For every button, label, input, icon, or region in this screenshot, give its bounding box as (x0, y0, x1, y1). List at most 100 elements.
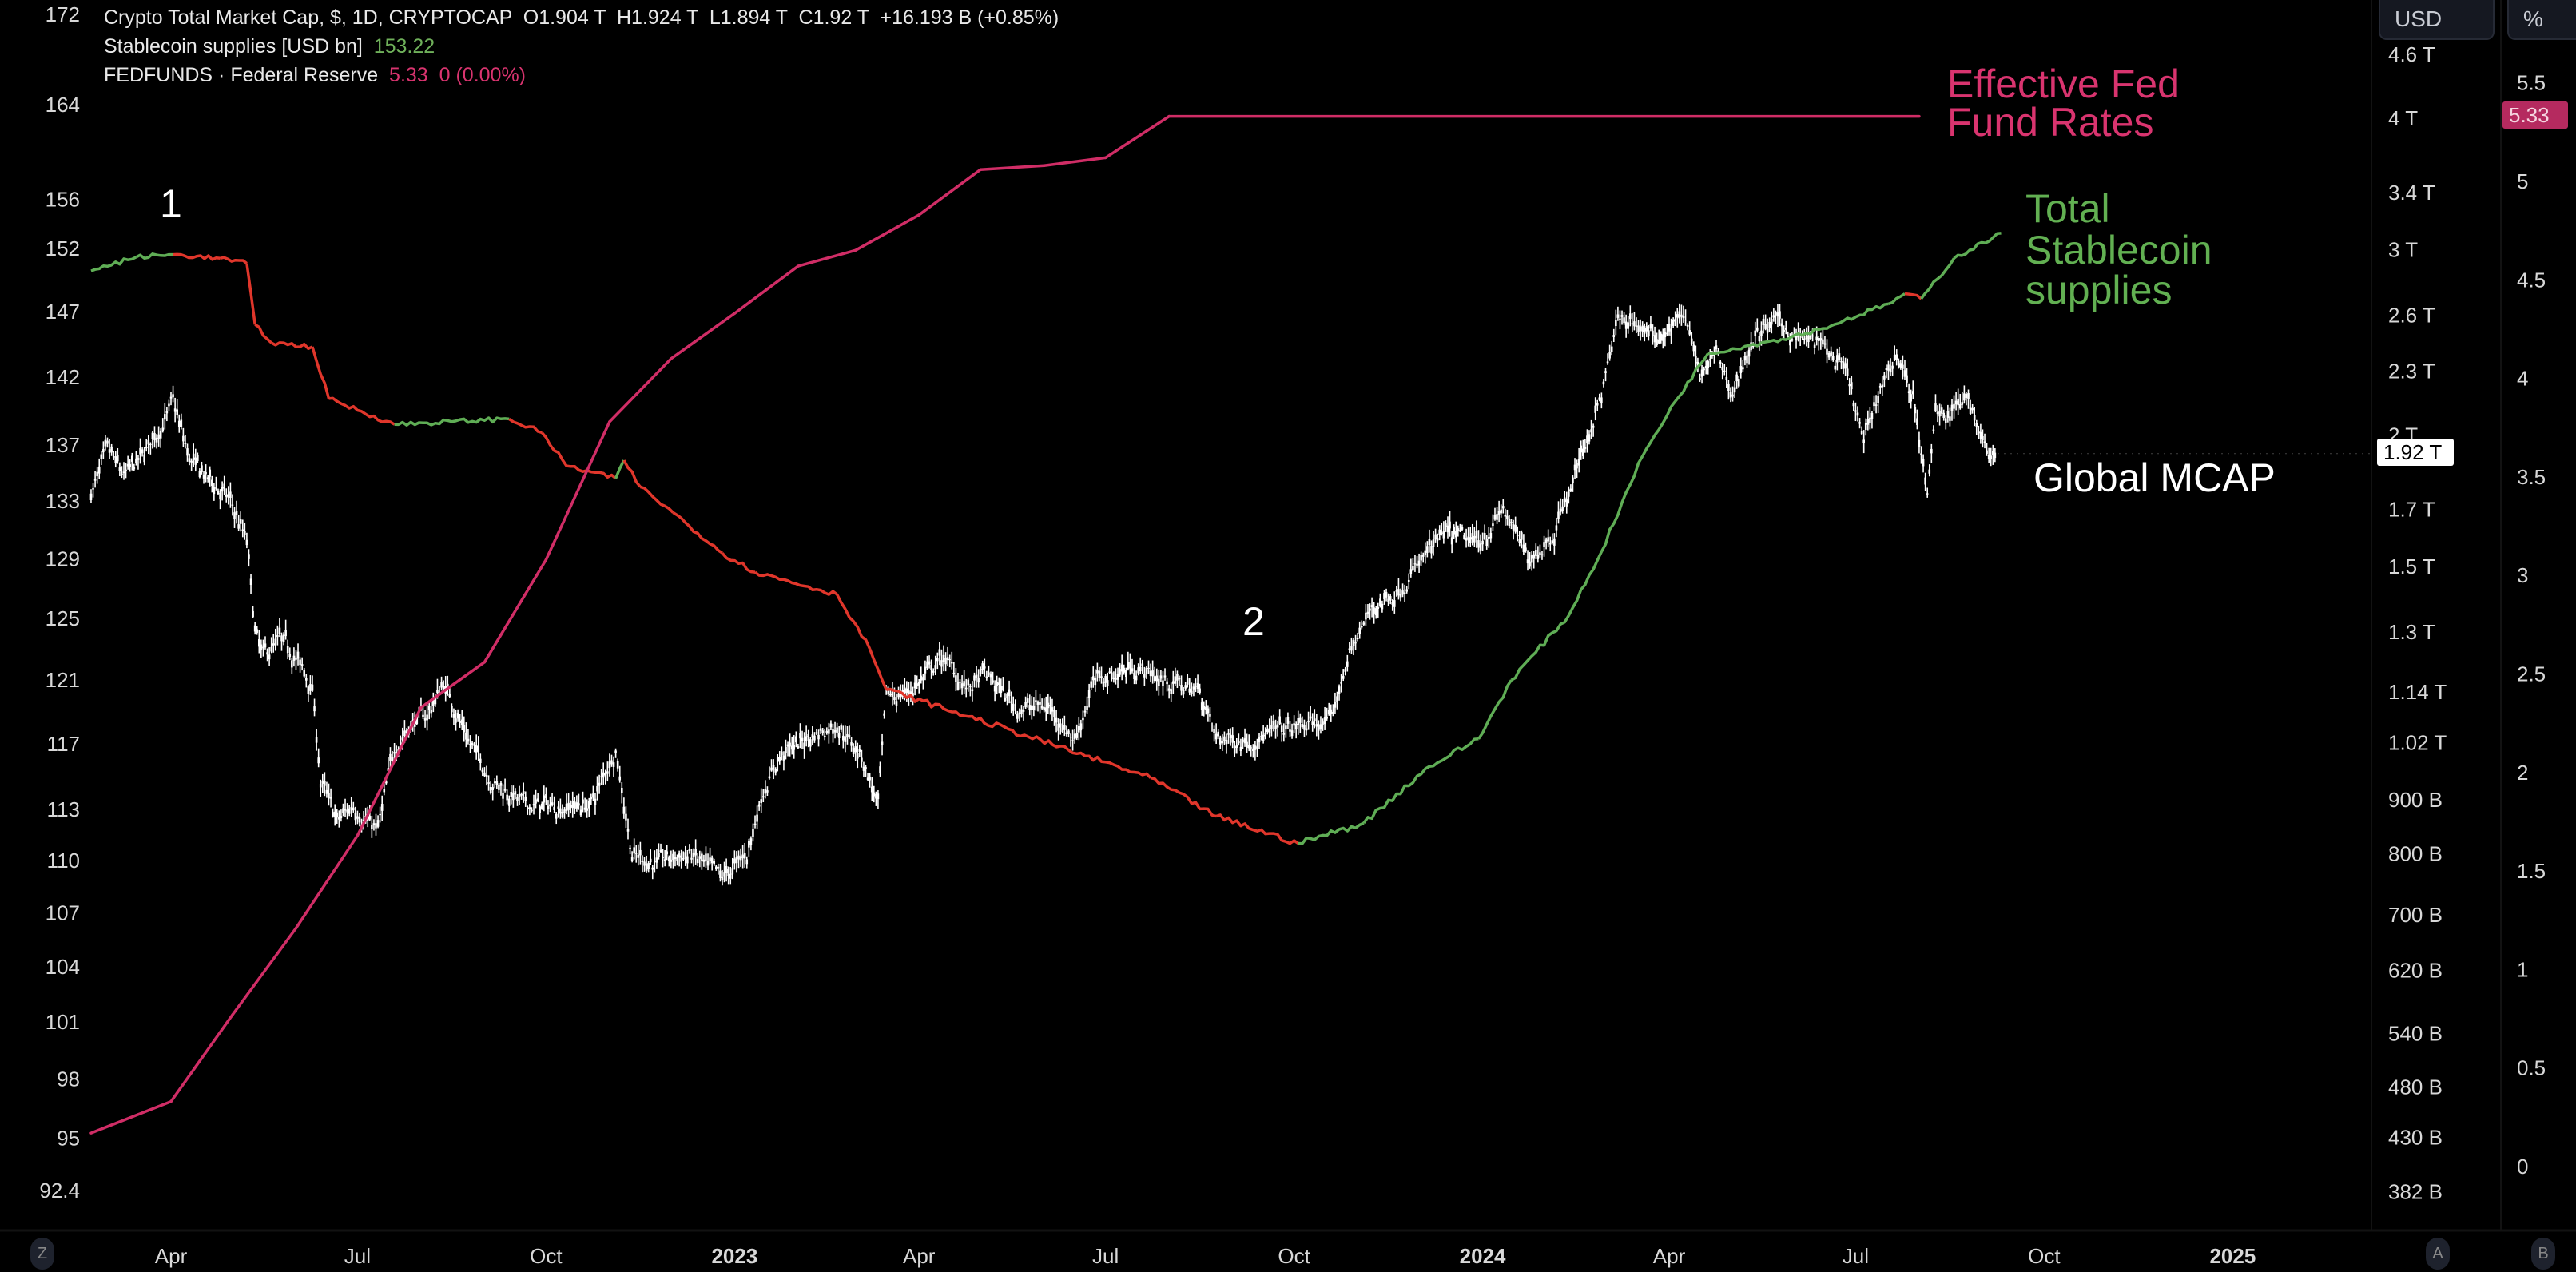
fed-funds-segment (356, 706, 423, 837)
stablecoin-segment-up (90, 256, 137, 272)
pct-scale-button[interactable]: % (2507, 0, 2576, 40)
usd-axis-tick: 1.5 T (2388, 555, 2435, 578)
left-axis-tick: 98 (57, 1067, 80, 1091)
stablecoin-segment-down (311, 346, 331, 399)
stablecoin-segment-up (1600, 455, 1644, 553)
stablecoin-segment-down (639, 485, 674, 514)
left-axis-tick: 142 (46, 365, 80, 389)
stablecoin-segment-down (869, 648, 888, 690)
time-axis-tick: Apr (1653, 1244, 1686, 1268)
stablecoin-segment-down (566, 464, 617, 480)
pct-axis-tick: 4.5 (2517, 268, 2546, 292)
time-axis-tick: 2025 (2209, 1244, 2256, 1268)
pct-axis-tick: 0 (2517, 1155, 2528, 1179)
time-axis-tick: Jul (1843, 1244, 1869, 1268)
stablecoin-segment-down (753, 570, 838, 596)
usd-axis-tick: 2.6 T (2388, 303, 2435, 327)
stablecoin-segment-up (394, 416, 510, 427)
left-axis-tick: 164 (46, 93, 80, 117)
pct-axis-tick: 3.5 (2517, 465, 2546, 489)
fed-funds-segment (294, 833, 360, 930)
stablecoin-segment-up (1823, 302, 1889, 330)
legend-stable-title: Stablecoin supplies [USD bn] (104, 35, 363, 58)
stablecoin-segment-up (1781, 327, 1823, 341)
left-axis-tick: 110 (47, 849, 80, 873)
pct-axis-tick: 2.5 (2517, 662, 2546, 686)
mcap-price-badge: 1.92 T (2377, 439, 2454, 466)
usd-axis[interactable]: 4.6 T4 T3.4 T3 T2.6 T2.3 T2 T1.7 T1.5 T1… (2388, 42, 2447, 1203)
stablecoin-segment-up (1953, 232, 2002, 260)
legend-mcap[interactable]: Crypto Total Market Cap, $, 1D, CRYPTOCA… (104, 3, 1059, 32)
legend-fed-value: 5.33 (389, 64, 428, 86)
fed-funds-segment (483, 558, 548, 664)
time-axis-tick: Apr (155, 1244, 188, 1268)
left-axis-tick: 113 (47, 797, 80, 821)
legend-fed[interactable]: FEDFUNDS · Federal Reserve 5.33 0 (0.00%… (104, 61, 1059, 89)
time-axis-tick: 2023 (711, 1244, 757, 1268)
usd-scale-button[interactable]: USD (2379, 0, 2495, 40)
annotation-mcap: Global MCAP (2033, 455, 2276, 500)
left-axis-tick: 107 (46, 900, 80, 924)
left-axis-tick: 125 (46, 606, 80, 630)
usd-axis-tick: 1.3 T (2388, 620, 2435, 644)
legend-stable-value: 153.22 (373, 35, 435, 58)
fed-funds-segment (419, 660, 487, 710)
stablecoin-segment-down (1067, 749, 1152, 779)
stablecoin-segment-down (721, 552, 756, 574)
time-axis[interactable]: Apr Jul Oct 2023 Apr Jul Oct 2024 Apr Jul Oct 2025 (155, 1244, 2256, 1268)
left-axis-tick: 137 (46, 433, 80, 457)
annotation-mark-2: 2 (1242, 599, 1265, 644)
left-axis[interactable]: 172 164 156 152 147 142 137 133 129 125 121 117 113 1… (39, 2, 80, 1202)
left-axis-tick: 156 (46, 187, 80, 211)
scale-b-button[interactable]: B (2531, 1238, 2555, 1270)
left-axis-tick: 117 (47, 732, 80, 756)
annotation-stable-3: supplies (2025, 268, 2172, 312)
fed-funds-series (89, 114, 1921, 1135)
stablecoin-segment-up (1362, 765, 1430, 825)
annotation-mark-1: 1 (160, 181, 182, 226)
stablecoin-segment-down (508, 417, 543, 435)
legend-close: C1.92 T (798, 6, 869, 29)
pct-axis[interactable]: 5.5 5 4.5 4 3.5 3 2.5 2 1.5 1 0.5 0 (2517, 71, 2546, 1179)
legend-stable[interactable]: Stablecoin supplies [USD bn] 153.22 (104, 32, 1059, 61)
usd-axis-tick: 2.3 T (2388, 359, 2435, 383)
stablecoin-segment-up (1707, 337, 1783, 356)
time-axis-tick: Oct (2028, 1244, 2061, 1268)
time-axis-tick: Oct (530, 1244, 563, 1268)
fed-funds-segment (608, 357, 673, 423)
usd-axis-tick: 620 B (2388, 958, 2443, 982)
stablecoin-segment-down (173, 252, 221, 261)
legend-mcap-title: Crypto Total Market Cap, $, 1D, CRYPTOCA… (104, 6, 512, 29)
fed-funds-segment (979, 164, 1046, 171)
timezone-button[interactable]: Z (30, 1238, 54, 1270)
pct-axis-tick: 5.5 (2517, 71, 2546, 95)
fed-funds-segment (917, 168, 982, 217)
stablecoin-segment-down (245, 263, 256, 325)
time-axis-tick: 2024 (1460, 1244, 1506, 1268)
left-axis-tick: 172 (46, 2, 80, 26)
legend-open: O1.904 T (523, 6, 606, 29)
annotation-stable-2: Stablecoin (2025, 228, 2212, 272)
annotation-stable-1: Total (2025, 186, 2110, 231)
fed-funds-segment (733, 264, 800, 315)
time-axis-tick: Apr (903, 1244, 936, 1268)
legend-low: L1.894 T (709, 6, 788, 29)
legend-high: H1.924 T (617, 6, 698, 29)
left-axis-tick: 129 (46, 547, 80, 571)
pct-axis-tick: 1.5 (2517, 859, 2546, 883)
usd-axis-tick: 3 T (2388, 237, 2418, 261)
stablecoin-segment-down (254, 323, 272, 344)
auto-scale-button[interactable]: A (2426, 1238, 2450, 1270)
stablecoin-segment-down (540, 431, 568, 467)
stablecoin-segment-down (220, 256, 248, 265)
pct-axis-tick: 2 (2517, 761, 2528, 785)
stablecoin-segment-down (270, 341, 313, 351)
annotations: Effective Fed Fund Rates Total Stablecoi… (160, 62, 2276, 644)
stablecoin-segment-up (1920, 257, 1955, 300)
pct-axis-tick: 1 (2517, 957, 2528, 981)
usd-axis-tick: 1.14 T (2388, 680, 2447, 704)
stablecoin-series (90, 232, 2002, 845)
annotation-fed-1: Effective Fed (1947, 62, 2180, 106)
